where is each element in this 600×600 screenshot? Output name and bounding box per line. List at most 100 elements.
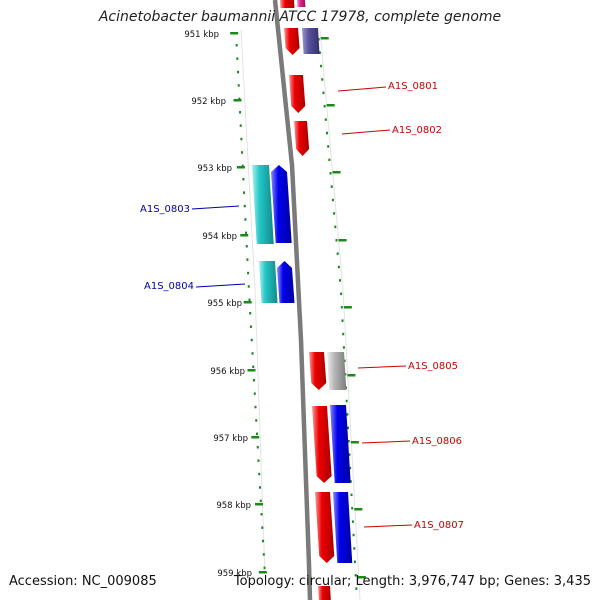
inner-tick-dot (259, 499, 262, 503)
scale-tick-outer (332, 171, 341, 174)
outer-tick-dot (340, 306, 343, 309)
scale-tick-inner (236, 166, 245, 169)
inner-tick-dot (249, 325, 252, 328)
gene-label[interactable]: A1S_0801 (388, 81, 438, 92)
outer-tick-dot (351, 507, 354, 510)
inner-tick-dot (238, 97, 241, 101)
tick-label: 954 kbp (202, 232, 237, 242)
gene-a1s-0805-grey[interactable] (327, 352, 347, 390)
inner-tick-dot (249, 312, 252, 315)
scale-tick-outer (338, 239, 347, 242)
inner-tick-dot (245, 231, 248, 235)
gene-label[interactable]: A1S_0807 (414, 520, 464, 531)
inner-tick-dot (241, 164, 244, 168)
gene-a1s-0807-blue[interactable] (333, 492, 353, 563)
inner-tick-dot (243, 204, 246, 208)
inner-tick-dot (239, 124, 242, 127)
tick-label: 951 kbp (184, 30, 219, 40)
inner-tick-dot (242, 178, 245, 181)
outer-tick-dot (326, 131, 329, 135)
inner-tick-dot (235, 44, 238, 47)
leader-a1s-0807 (363, 524, 413, 528)
outer-tick-dot (342, 346, 345, 349)
map-title: Acinetobacter baumannii ATCC 17978, comp… (98, 9, 502, 25)
leader-a1s-0803 (191, 205, 240, 210)
inner-tick-dot (258, 472, 261, 476)
inner-tick-dot (252, 365, 255, 369)
outer-ticks (317, 38, 358, 590)
inner-tick-dot (255, 419, 258, 422)
gene-label[interactable]: A1S_0806 (412, 436, 462, 447)
gene-b[interactable] (302, 28, 320, 54)
outer-tick-dot (347, 440, 350, 443)
scale-tick-outer (357, 576, 366, 579)
inner-tick-dot (245, 245, 248, 248)
scale-tick-outer (347, 374, 356, 377)
tick-label: 955 kbp (207, 299, 242, 309)
outer-tick-dot (343, 359, 346, 363)
gene-a1s-0805[interactable] (309, 352, 327, 390)
outer-tick-dot (337, 265, 340, 269)
scale-tick-outer (343, 306, 352, 309)
gene-a1s-0803-cyan[interactable] (252, 165, 274, 244)
gene-label-leaders (191, 86, 413, 528)
leader-a1s-0801 (337, 86, 387, 92)
outer-tick-dot (330, 185, 333, 188)
outer-tick-dot (352, 533, 355, 537)
outer-tick-dot (351, 520, 354, 523)
gene-a1s-0807[interactable] (315, 492, 335, 563)
outer-tick-dot (347, 426, 350, 430)
tick-label: 952 kbp (191, 97, 226, 107)
inner-tick-dot (256, 432, 259, 436)
gene-label[interactable]: A1S_0802 (392, 125, 442, 136)
inner-tick-dot (263, 566, 266, 570)
gene-a1s-0802[interactable] (294, 121, 310, 156)
inner-tick-dot (237, 70, 240, 74)
scale-tick-inner (233, 99, 242, 102)
gene-a1s-0801[interactable] (289, 75, 306, 113)
scale-tick-inner (243, 301, 252, 304)
inner-tick-dot (247, 271, 250, 275)
gene-a1s-0804-cyan[interactable] (259, 261, 278, 303)
inner-tick-dot (241, 151, 244, 154)
gene-top-a[interactable] (280, 0, 295, 8)
scale-ticks (230, 32, 366, 579)
outer-tick-dot (318, 51, 321, 54)
gene-a1s-0803[interactable] (271, 165, 292, 243)
gene-a1s-0806-blue[interactable] (330, 405, 351, 483)
outer-tick-dot (320, 64, 323, 68)
outer-tick-dot (355, 587, 358, 590)
outer-tick-dot (334, 225, 337, 229)
inner-tick-dot (237, 84, 240, 87)
inner-tick-dot (256, 446, 259, 449)
inner-tick-dot (240, 137, 243, 141)
inner-tick-dot (259, 486, 262, 489)
gene-label[interactable]: A1S_0805 (408, 361, 458, 372)
outer-tick-dot (327, 145, 330, 148)
gene-label[interactable]: A1S_0804 (144, 281, 194, 292)
leader-a1s-0804 (195, 283, 246, 288)
inner-tick-dot (236, 57, 239, 60)
inner-tick-dot (261, 526, 264, 529)
inner-tick-dot (262, 553, 265, 556)
gene-bottom[interactable] (318, 586, 331, 600)
inner-tick-dot (243, 191, 246, 194)
outer-tick-dot (322, 91, 325, 95)
inner-tick-dot (251, 352, 254, 355)
inner-tick-dot (262, 539, 265, 543)
gene-top-magenta[interactable] (297, 0, 306, 7)
outer-tick-dot (349, 466, 352, 470)
gene-a[interactable] (284, 28, 300, 55)
gene-a1s-0806[interactable] (312, 406, 332, 483)
outer-tick-dot (341, 319, 344, 322)
gene-label[interactable]: A1S_0803 (140, 204, 190, 215)
inner-tick-dot (244, 218, 247, 221)
gene-a1s-0804[interactable] (277, 261, 295, 303)
inner-tick-dot (253, 392, 256, 395)
outer-tick-dot (323, 105, 326, 108)
outer-tick-dot (335, 239, 338, 242)
outer-tick-dot (349, 480, 352, 483)
inner-tick-dot (254, 405, 257, 409)
genome-backbone (272, 0, 313, 600)
